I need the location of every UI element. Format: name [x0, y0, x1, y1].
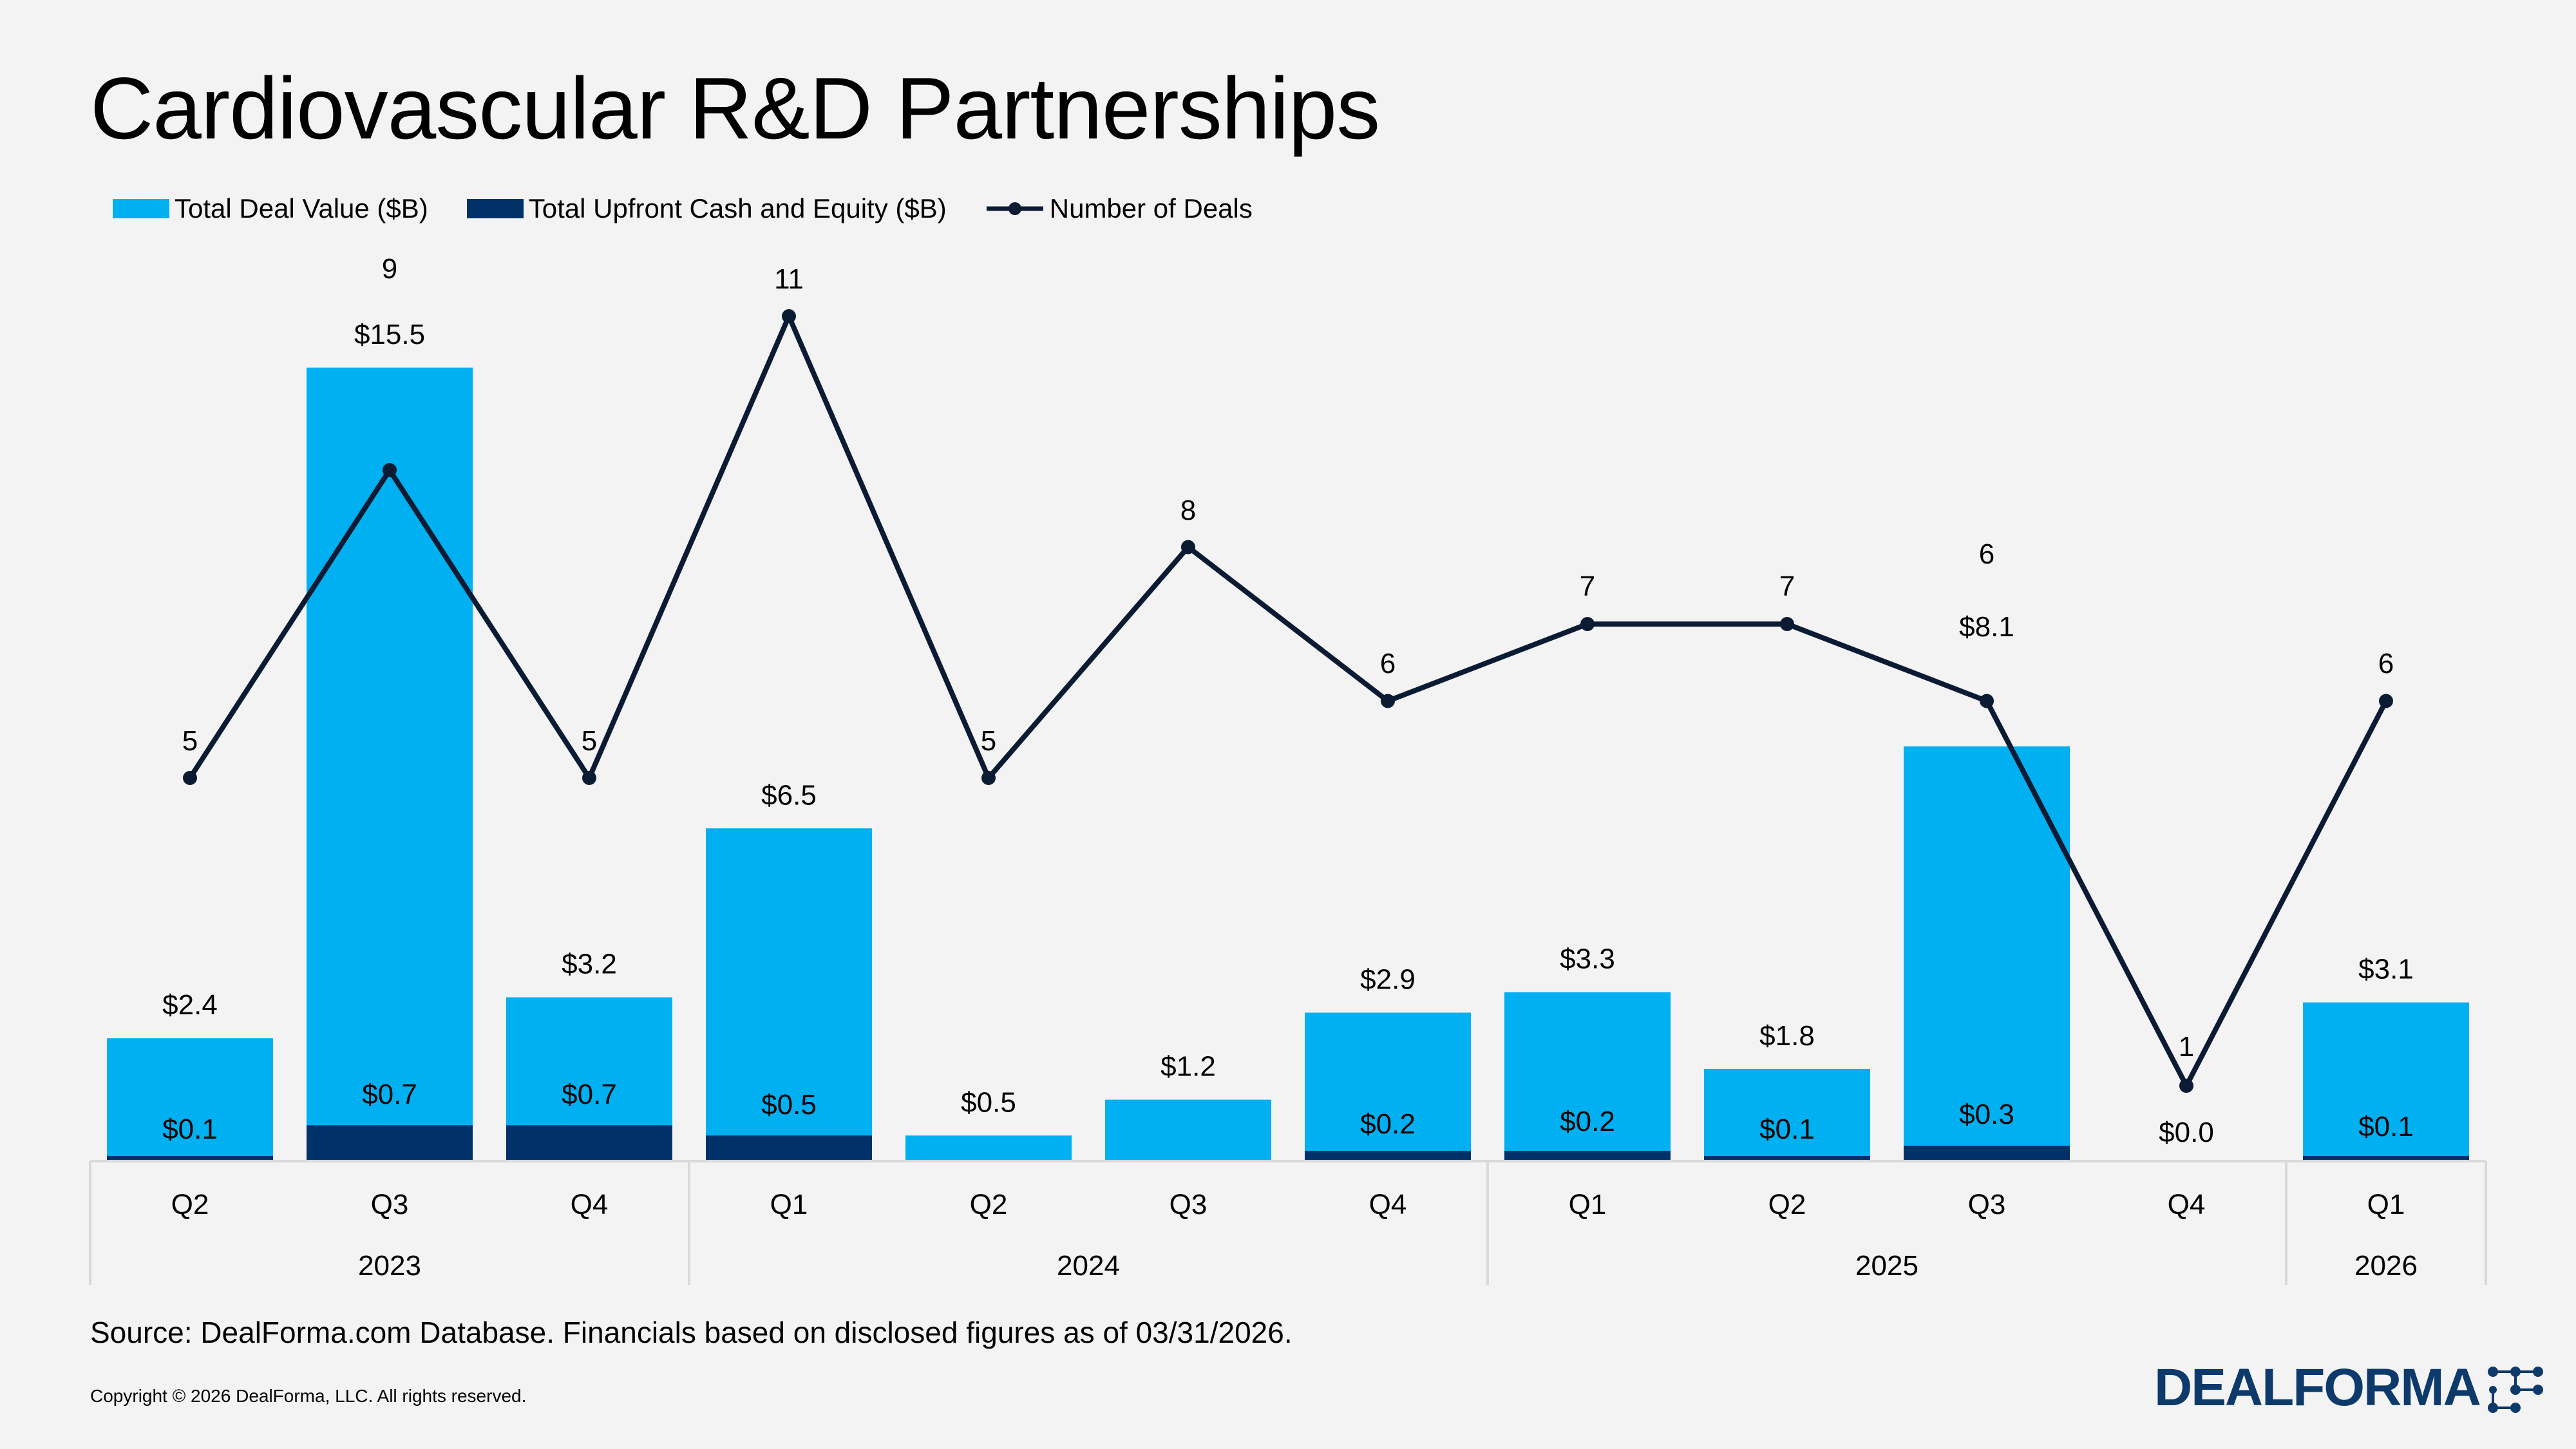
legend-item-num-deals: Number of Deals — [985, 193, 1253, 224]
deals-point-8 — [1780, 617, 1794, 631]
total-label-2: $3.2 — [562, 949, 617, 980]
upfront-label-2: $0.7 — [562, 1079, 617, 1110]
bar-total-3 — [706, 828, 872, 1161]
legend-swatch-num-deals — [986, 202, 1043, 215]
deals-point-2 — [582, 771, 596, 785]
bar-total-8 — [1704, 1068, 1870, 1161]
chart-title: Cardiovascular R&D Partnerships — [90, 59, 1380, 157]
upfront-label-9: $0.3 — [1959, 1099, 2014, 1130]
combo-chart: Q2 Q3 Q4 Q1 Q2 Q3 Q4 Q1 Q2 Q3 Q4 Q1 2023 2024 2025 2026… — [89, 253, 2487, 1285]
source-note: Source: DealForma.com Database. Financia… — [90, 1316, 1293, 1349]
copyright-note: Copyright © 2026 DealForma, LLC. All rig… — [90, 1386, 527, 1406]
total-label-11: $3.1 — [2358, 954, 2414, 985]
deals-label-8: 7 — [1779, 571, 1795, 602]
bar-upfront-1 — [307, 1125, 473, 1161]
deals-label-10: 1 — [2179, 1031, 2194, 1063]
upfront-label-1: $0.7 — [362, 1079, 417, 1110]
bar-total-11 — [2303, 1002, 2469, 1161]
upfront-label-10: $0.0 — [2159, 1117, 2214, 1148]
upfront-label-3: $0.5 — [761, 1089, 817, 1121]
legend-swatch-upfront — [466, 199, 524, 218]
legend-label-num-deals: Number of Deals — [1049, 193, 1253, 223]
deals-point-7 — [1580, 617, 1595, 631]
bar-total-6 — [1305, 1012, 1471, 1161]
deals-point-11 — [2379, 694, 2393, 708]
deals-label-3: 11 — [774, 263, 804, 295]
bar-upfront-2 — [506, 1125, 672, 1161]
total-label-3: $6.5 — [761, 779, 817, 811]
x-tick-label-2: Q4 — [571, 1189, 609, 1220]
total-label-0: $2.4 — [162, 989, 218, 1021]
bar-upfront-7 — [1504, 1151, 1671, 1161]
x-tick-label-4: Q2 — [970, 1189, 1008, 1220]
year-label-2025: 2025 — [1855, 1250, 1918, 1282]
deals-point-0 — [183, 771, 197, 785]
deals-label-5: 8 — [1180, 495, 1196, 526]
total-label-7: $3.3 — [1560, 943, 1615, 975]
bar-upfront-3 — [706, 1135, 872, 1161]
upfront-label-8: $0.1 — [1759, 1113, 1815, 1145]
legend-swatch-total-deal-value — [113, 199, 169, 218]
x-tick-label-0: Q2 — [171, 1189, 209, 1220]
deals-point-3 — [782, 309, 796, 323]
deals-point-6 — [1381, 694, 1395, 708]
year-label-2023: 2023 — [358, 1250, 421, 1282]
chart-legend: Total Deal Value ($B) Total Upfront Cash… — [113, 193, 1291, 224]
x-tick-label-11: Q1 — [2367, 1189, 2405, 1220]
total-label-8: $1.8 — [1759, 1020, 1815, 1052]
x-tick-label-10: Q4 — [2168, 1189, 2206, 1220]
bar-upfront-9 — [1904, 1146, 2070, 1161]
bar-total-4 — [905, 1135, 1072, 1161]
x-tick-label-7: Q1 — [1569, 1189, 1607, 1220]
legend-item-upfront: Total Upfront Cash and Equity ($B) — [466, 193, 947, 224]
deals-line — [187, 314, 2389, 1088]
deals-label-7: 7 — [1580, 571, 1595, 602]
upfront-label-6: $0.2 — [1360, 1108, 1416, 1140]
bar-total-0 — [107, 1038, 273, 1161]
deals-point-1 — [383, 463, 397, 477]
total-label-9: $8.1 — [1959, 611, 2014, 643]
deals-label-0: 5 — [182, 725, 198, 757]
deals-point-4 — [981, 771, 996, 785]
upfront-label-11: $0.1 — [2358, 1111, 2414, 1142]
bar-total-9 — [1904, 746, 2070, 1161]
deals-label-1: 9 — [382, 253, 397, 285]
deals-label-2: 5 — [582, 725, 597, 757]
total-label-6: $2.9 — [1360, 963, 1416, 995]
bar-upfront-6 — [1305, 1151, 1471, 1161]
deals-label-9: 6 — [1979, 538, 1994, 570]
total-label-5: $1.2 — [1160, 1051, 1216, 1083]
total-label-4: $0.5 — [961, 1086, 1016, 1118]
year-label-2026: 2026 — [2354, 1250, 2418, 1282]
bar-total-7 — [1504, 992, 1671, 1161]
deals-point-10 — [2179, 1079, 2193, 1093]
legend-label-upfront: Total Upfront Cash and Equity ($B) — [528, 193, 947, 223]
x-tick-label-3: Q1 — [770, 1189, 808, 1220]
deals-label-4: 5 — [981, 725, 996, 757]
x-tick-label-6: Q4 — [1369, 1189, 1407, 1220]
bar-upfront-8 — [1704, 1156, 1870, 1161]
x-tick-label-8: Q2 — [1768, 1189, 1806, 1220]
dealforma-logo: DEALFORMA — [2154, 1358, 2551, 1418]
deals-point-5 — [1181, 540, 1195, 554]
total-label-1: $15.5 — [354, 319, 425, 350]
x-tick-label-9: Q3 — [1968, 1189, 2006, 1220]
deals-label-6: 6 — [1380, 648, 1396, 679]
legend-item-total-deal-value: Total Deal Value ($B) — [113, 193, 428, 224]
x-tick-label-1: Q3 — [371, 1189, 409, 1220]
upfront-label-0: $0.1 — [162, 1113, 218, 1145]
legend-label-total-deal-value: Total Deal Value ($B) — [175, 193, 428, 223]
year-label-2024: 2024 — [1057, 1250, 1120, 1282]
bar-upfront-0 — [107, 1156, 273, 1161]
bar-total-1 — [307, 367, 473, 1161]
bar-upfront-11 — [2303, 1156, 2469, 1161]
deals-point-9 — [1980, 694, 1994, 708]
logo-text: DEALFORMA — [2154, 1358, 2481, 1417]
upfront-label-7: $0.2 — [1560, 1106, 1615, 1137]
logo-network-icon — [2487, 1367, 2543, 1413]
deals-label-11: 6 — [2378, 648, 2394, 679]
bar-total-5 — [1105, 1099, 1271, 1161]
x-tick-label-5: Q3 — [1170, 1189, 1208, 1220]
